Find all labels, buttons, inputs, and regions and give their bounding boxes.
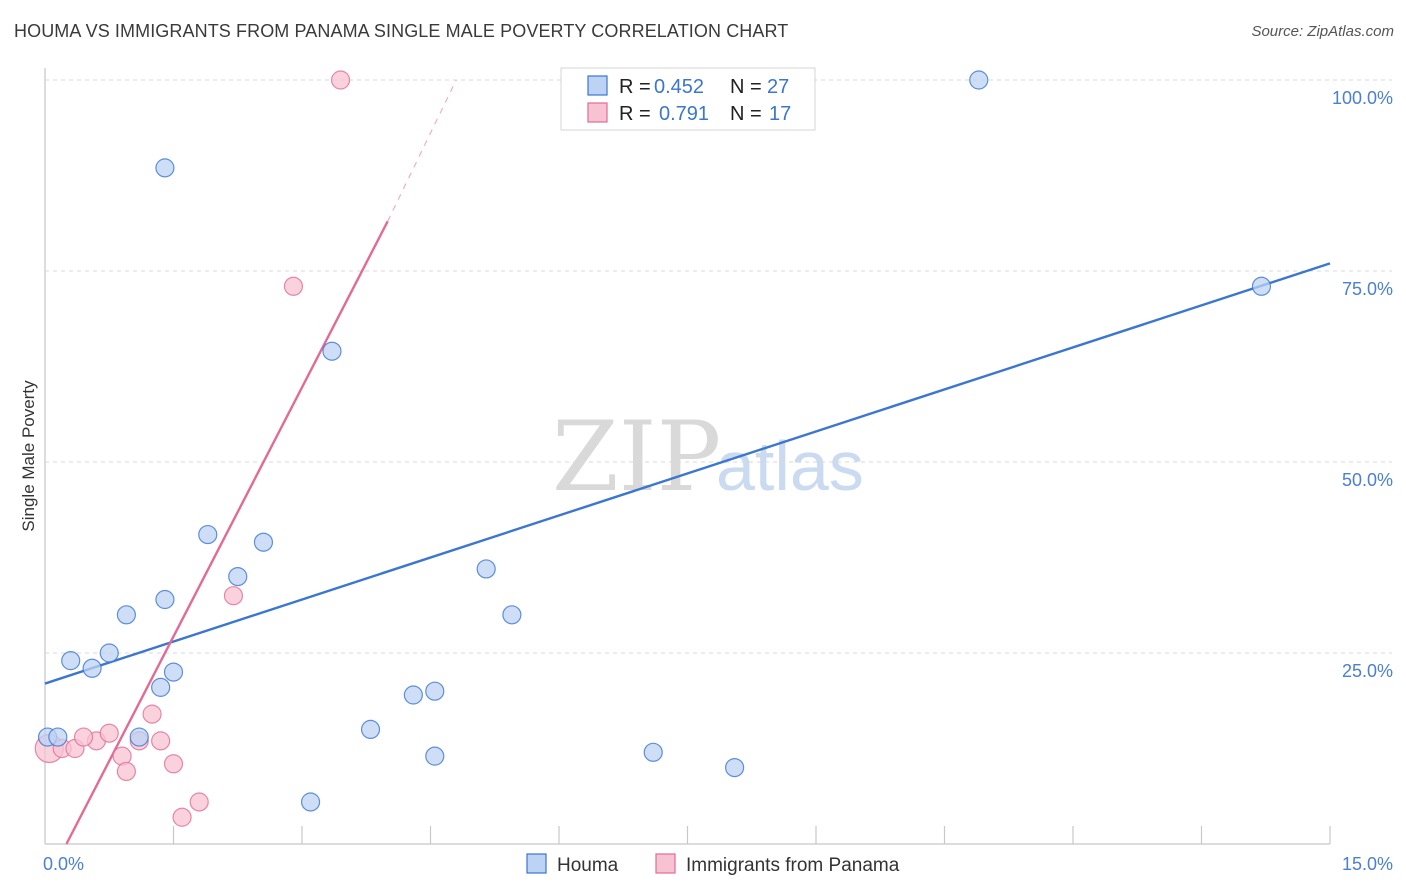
legend-swatch-houma: [587, 75, 608, 96]
y-tick-label-50: 50.0%: [1342, 470, 1393, 490]
trend-line-panama: [65, 220, 389, 845]
watermark-zip: ZIP: [552, 401, 721, 513]
point-houma-20: [643, 742, 663, 762]
legend-r-value-panama: 0.791: [659, 103, 709, 125]
legend-r-label-panama: R =: [619, 103, 651, 125]
legend-r-value-houma: 0.452: [654, 76, 704, 98]
point-houma-22: [969, 70, 989, 90]
point-houma-12: [300, 792, 321, 812]
point-houma-6: [155, 158, 175, 178]
point-panama-10: [172, 807, 192, 827]
point-houma-8: [151, 677, 171, 697]
point-houma-14: [360, 719, 381, 740]
point-houma-9: [198, 524, 218, 545]
point-houma-23: [155, 589, 175, 610]
legend-n-value-panama: 17: [769, 103, 791, 125]
legend-r-label-houma: R =: [619, 76, 651, 98]
point-panama-12: [223, 586, 244, 606]
trend-line-houma: [44, 262, 1331, 685]
point-panama-6: [116, 761, 136, 782]
y-tick-label-25: 25.0%: [1342, 661, 1393, 681]
point-houma-10: [228, 566, 248, 587]
point-panama-9: [163, 754, 184, 774]
bottom-legend-swatch-houma: [526, 853, 547, 874]
point-houma-3: [99, 643, 119, 663]
point-panama-16: [151, 731, 171, 751]
point-houma-7: [163, 662, 184, 682]
y-tick-label-100: 100.0%: [1332, 88, 1393, 108]
legend-n-value-houma: 27: [767, 76, 789, 98]
point-houma-13: [322, 341, 342, 361]
point-houma-16: [425, 746, 445, 766]
x-tick-label-max: 15.0%: [1342, 854, 1393, 874]
point-houma-26: [48, 727, 68, 747]
x-tick-marks: [172, 826, 1331, 844]
y-axis-title: Single Male Poverty: [19, 380, 38, 532]
chart-title: HOUMA VS IMMIGRANTS FROM PANAMA SINGLE M…: [14, 21, 789, 41]
legend-n-label-houma: N =: [730, 76, 762, 98]
point-panama-13: [283, 276, 304, 296]
legend-swatch-panama: [587, 102, 608, 123]
data-points: [34, 70, 1272, 827]
trend-lines: [44, 79, 1331, 845]
point-panama-11: [189, 792, 209, 812]
series-legend: Houma Immigrants from Panama: [526, 853, 900, 876]
bottom-legend-label-houma: Houma: [557, 855, 619, 876]
point-houma-15: [403, 685, 423, 705]
source-label: Source: ZipAtlas.com: [1251, 23, 1394, 40]
point-houma-1: [61, 651, 81, 671]
point-houma-2: [82, 658, 102, 678]
point-panama-15: [73, 727, 94, 747]
point-houma-19: [502, 605, 522, 625]
point-houma-5: [129, 727, 149, 747]
correlation-legend: R = 0.452 N = 27 R = 0.791 N = 17: [560, 67, 816, 131]
point-houma-18: [476, 559, 496, 579]
y-tick-label-75: 75.0%: [1342, 279, 1393, 299]
point-houma-24: [1251, 276, 1272, 296]
trend-line-panama-extension: [387, 79, 457, 222]
point-houma-11: [253, 532, 274, 552]
legend-n-label-panama: N =: [730, 103, 762, 125]
point-houma-17: [425, 681, 445, 701]
bottom-legend-swatch-panama: [655, 853, 676, 874]
point-panama-14: [330, 70, 351, 90]
grid-layer: [45, 79, 1392, 654]
x-tick-label-min: 0.0%: [43, 854, 84, 874]
bottom-legend-label-panama: Immigrants from Panama: [686, 855, 900, 876]
point-panama-4: [99, 723, 119, 743]
point-houma-21: [725, 757, 745, 778]
point-panama-8: [142, 704, 162, 724]
point-houma-4: [116, 605, 136, 625]
